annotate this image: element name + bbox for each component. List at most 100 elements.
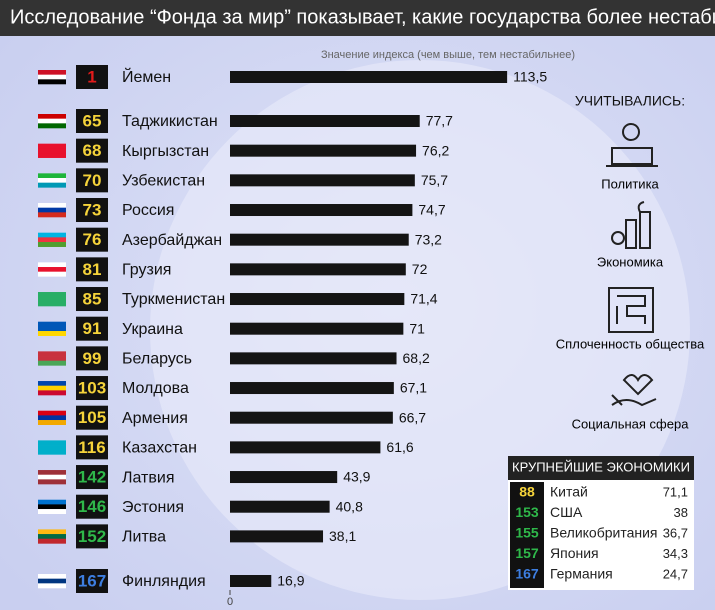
economy-rank: 153: [515, 504, 539, 520]
y-tick-label: Йемен: [122, 67, 171, 86]
flag-stripe: [38, 440, 66, 446]
bar: [230, 293, 405, 306]
flag-stripe: [38, 296, 66, 302]
bar: [230, 352, 397, 365]
rank: 1: [87, 67, 96, 86]
value-label: 40,8: [336, 498, 363, 514]
chart-title: Исследование “Фонда за мир” показывает, …: [10, 6, 715, 28]
title-bar: [0, 0, 715, 36]
economy-value: 36,7: [663, 525, 688, 540]
considered-item: Сплоченность общества: [556, 336, 705, 351]
rank-box: [76, 316, 108, 341]
flag-stripe: [38, 574, 66, 579]
value-label: 72: [412, 261, 428, 277]
bar: [230, 71, 508, 83]
flag-stripe: [38, 474, 66, 480]
bar: [230, 115, 420, 127]
flag-stripe: [38, 173, 66, 179]
rank-box: [76, 198, 108, 223]
rank-box: [76, 65, 108, 89]
value-label: 77,7: [426, 113, 453, 129]
rank: 76: [83, 230, 102, 249]
economy-value: 71,1: [663, 484, 688, 499]
economies-rank-column: [510, 482, 544, 588]
flag-stripe: [38, 420, 66, 425]
y-tick-label: Латвия: [122, 469, 174, 486]
rank: 91: [83, 319, 102, 338]
bar: [230, 204, 413, 217]
flag-stripe: [38, 504, 66, 510]
y-tick-label: Узбекистан: [122, 173, 205, 190]
bar: [230, 530, 324, 543]
flag-stripe: [38, 114, 66, 119]
y-tick-label: Грузия: [122, 262, 171, 279]
value-label: 76,2: [422, 142, 449, 158]
flag-stripe: [38, 148, 66, 154]
bar: [230, 471, 338, 484]
flag-stripe: [38, 203, 66, 208]
economy-value: 38: [674, 505, 688, 520]
value-label: 38,1: [329, 528, 356, 544]
value-label: 74,7: [418, 202, 445, 218]
rank: 70: [83, 171, 102, 190]
flag-stripe: [38, 292, 66, 297]
flag-stripe: [38, 360, 66, 366]
bar: [230, 322, 404, 335]
rank-box: [76, 346, 108, 371]
rank-box: [76, 435, 108, 460]
bar: [230, 500, 330, 513]
rank: 146: [78, 497, 106, 516]
y-tick-label: Эстония: [122, 499, 184, 516]
economy-value: 34,3: [663, 546, 688, 561]
rank-box: [76, 138, 108, 163]
value-label: 75,7: [421, 172, 448, 188]
y-tick-label: Финляндия: [122, 573, 206, 590]
y-tick-label: Таджикистан: [122, 113, 218, 130]
considered-item: Политика: [601, 176, 659, 191]
bar: [230, 441, 381, 454]
value-label: 71,4: [410, 291, 437, 307]
rank: 116: [78, 438, 105, 457]
economy-country: Китай: [550, 484, 588, 500]
flag-stripe: [38, 301, 66, 307]
flag-stripe: [38, 534, 66, 540]
economy-country: США: [550, 504, 583, 520]
flag-stripe: [38, 479, 66, 485]
subtitle: Значение индекса (чем выше, тем нестабил…: [321, 49, 575, 61]
rank-box: [76, 168, 108, 193]
rank: 81: [83, 260, 102, 279]
value-label: 16,9: [277, 573, 304, 589]
economy-rank: 157: [515, 545, 539, 561]
rank-box: [76, 494, 108, 519]
rank-box: [76, 405, 108, 430]
flag-stripe: [38, 271, 66, 277]
flag-stripe: [38, 331, 66, 336]
economies-title: КРУПНЕЙШИЕ ЭКОНОМИКИ: [512, 459, 690, 474]
flag-stripe: [38, 242, 66, 247]
value-label: 71: [409, 320, 425, 336]
value-label: 73,2: [415, 231, 442, 247]
flag-stripe: [38, 182, 66, 188]
bar: [230, 144, 417, 157]
y-tick-label: Армения: [122, 410, 188, 427]
flag-stripe: [38, 499, 66, 505]
value-label: 67,1: [400, 380, 427, 396]
icon-social: [611, 374, 657, 407]
value-label: 43,9: [343, 469, 370, 485]
considered-item: Экономика: [597, 254, 664, 269]
y-tick-label: Туркменистан: [122, 291, 225, 308]
flag-stripe: [38, 356, 66, 361]
rank-box: [76, 465, 108, 490]
rank: 167: [78, 571, 106, 590]
flag-stripe: [38, 410, 66, 416]
economy-rank: 88: [519, 484, 535, 500]
rank: 142: [78, 468, 106, 487]
value-label: 68,2: [403, 350, 430, 366]
rank: 65: [83, 111, 102, 130]
bar: [230, 411, 393, 424]
flag-stripe: [38, 390, 66, 396]
flag-stripe: [38, 321, 66, 327]
economy-value: 24,7: [663, 566, 688, 581]
flag-stripe: [38, 232, 66, 238]
